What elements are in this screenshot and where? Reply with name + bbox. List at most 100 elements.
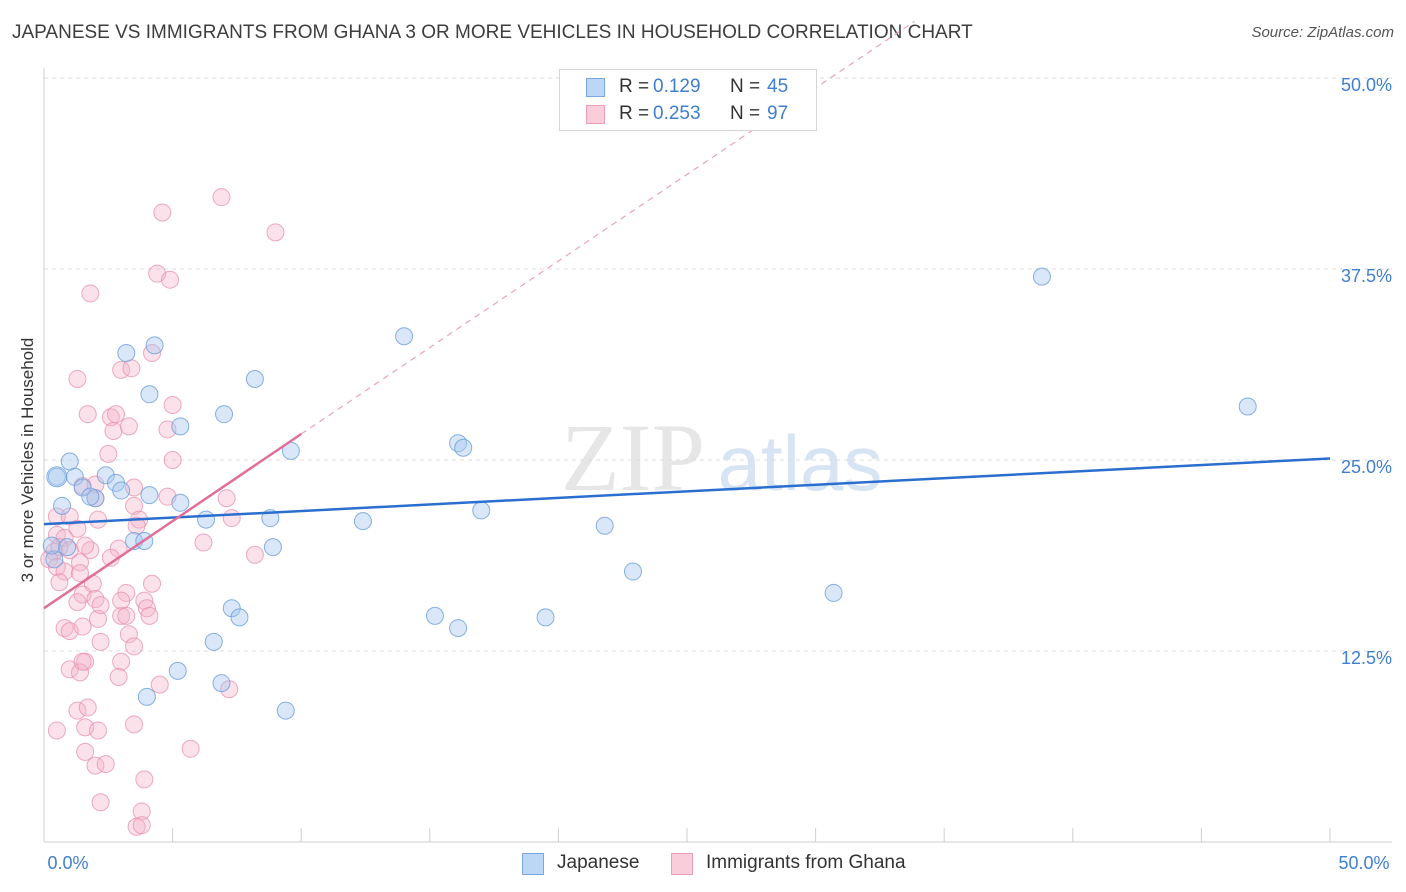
japanese-point	[60, 452, 79, 471]
ghana-point	[163, 395, 182, 414]
japanese-point	[1032, 267, 1051, 286]
ghana-point	[73, 617, 92, 636]
ghana-point	[68, 701, 87, 720]
watermark-atlas: atlas	[718, 419, 883, 507]
japanese-point	[171, 493, 190, 512]
japanese-point	[47, 467, 66, 486]
ghana-point	[112, 652, 131, 671]
japanese-point	[53, 496, 72, 515]
ghana-point	[107, 405, 126, 424]
ghana-point	[91, 793, 110, 812]
japanese-point	[42, 536, 61, 555]
japanese-point	[425, 606, 444, 625]
ghana-point	[99, 444, 118, 463]
ghana-point	[104, 421, 123, 440]
ghana-point	[127, 516, 146, 535]
ghana-trend-dashed	[300, 20, 915, 435]
ghana-point	[163, 451, 182, 469]
ghana-point	[135, 770, 154, 789]
ghana-point	[40, 550, 59, 569]
bottom-legend-label-ghana: Immigrants from Ghana	[706, 852, 906, 873]
chart-title: JAPANESE VS IMMIGRANTS FROM GHANA 3 OR M…	[12, 22, 973, 43]
stats-legend: R = 0.129 N = 45 R = 0.253 N = 97	[559, 69, 817, 131]
japanese-point	[145, 336, 164, 355]
ghana-point	[125, 715, 144, 734]
ghana-point	[140, 606, 159, 625]
y-axis-label: 3 or more Vehicles in Household	[18, 337, 37, 583]
ghana-point	[125, 496, 144, 515]
legend-r-japanese: 0.129	[653, 76, 701, 97]
japanese-point	[263, 538, 282, 557]
ghana-point	[153, 203, 172, 222]
ghana-point	[132, 816, 151, 835]
ghana-point	[212, 188, 231, 207]
ghana-point	[71, 553, 90, 572]
ghana-point	[91, 596, 110, 615]
ghana-point	[109, 667, 128, 686]
japanese-point	[395, 327, 414, 346]
grid-lines	[44, 77, 1392, 652]
japanese-point	[45, 550, 64, 569]
axes	[43, 68, 1392, 843]
japanese-point	[197, 510, 216, 529]
legend-r-label: R =	[619, 76, 650, 97]
japanese-point	[536, 608, 555, 627]
ghana-point	[47, 721, 66, 740]
ghana-point	[86, 590, 105, 609]
ghana-trend-extension	[300, 20, 915, 435]
ghana-point	[119, 417, 138, 436]
ghana-point	[181, 739, 200, 758]
japanese-points	[42, 267, 1257, 720]
ghana-point	[68, 370, 87, 389]
trend-lines	[43, 432, 1331, 610]
ghana-point	[76, 536, 95, 555]
legend-n-ghana: 97	[767, 103, 789, 124]
ghana-point	[112, 591, 131, 610]
legend-swatch-japanese	[586, 78, 605, 97]
japanese-point	[215, 405, 234, 424]
japanese-trend-line	[43, 457, 1331, 526]
japanese-point	[46, 466, 68, 488]
bottom-legend-label-japanese: Japanese	[557, 852, 640, 873]
ghana-point	[76, 742, 95, 761]
ghana-point	[68, 519, 87, 538]
ghana-point	[71, 663, 90, 682]
japanese-point	[230, 608, 249, 627]
legend-r-label: R =	[619, 103, 650, 124]
bottom-legend-swatch-ghana	[671, 853, 693, 875]
ghana-point	[117, 606, 136, 625]
japanese-point	[449, 619, 468, 638]
ghana-point	[245, 545, 264, 564]
japanese-point	[112, 481, 131, 500]
ghana-point	[50, 573, 69, 592]
ghana-point	[89, 721, 108, 740]
japanese-point	[454, 438, 473, 457]
japanese-point	[623, 562, 642, 581]
japanese-point	[81, 487, 100, 506]
ghana-point	[122, 359, 141, 378]
y-tick-label: 50.0%	[1341, 75, 1392, 95]
ghana-points	[40, 188, 285, 836]
ghana-point	[222, 509, 241, 528]
ghana-point	[150, 675, 169, 694]
ghana-point	[112, 606, 131, 625]
japanese-point	[96, 466, 115, 485]
japanese-point	[73, 478, 92, 497]
legend-swatch-ghana	[586, 105, 605, 124]
ghana-point	[125, 637, 144, 656]
x-tick-label-max: 50.0%	[1338, 853, 1389, 873]
ghana-point	[101, 408, 120, 427]
japanese-point	[58, 538, 77, 557]
japanese-point	[222, 599, 241, 618]
japanese-point	[212, 674, 231, 693]
ghana-point	[68, 593, 87, 612]
ghana-point	[47, 507, 66, 526]
legend-n-japanese: 45	[767, 76, 789, 97]
ghana-point	[73, 652, 92, 671]
ghana-point	[89, 510, 108, 529]
japanese-point	[595, 516, 614, 535]
ghana-point	[55, 619, 74, 638]
legend-n-label: N =	[730, 103, 761, 124]
y-tick-label: 12.5%	[1341, 648, 1392, 668]
